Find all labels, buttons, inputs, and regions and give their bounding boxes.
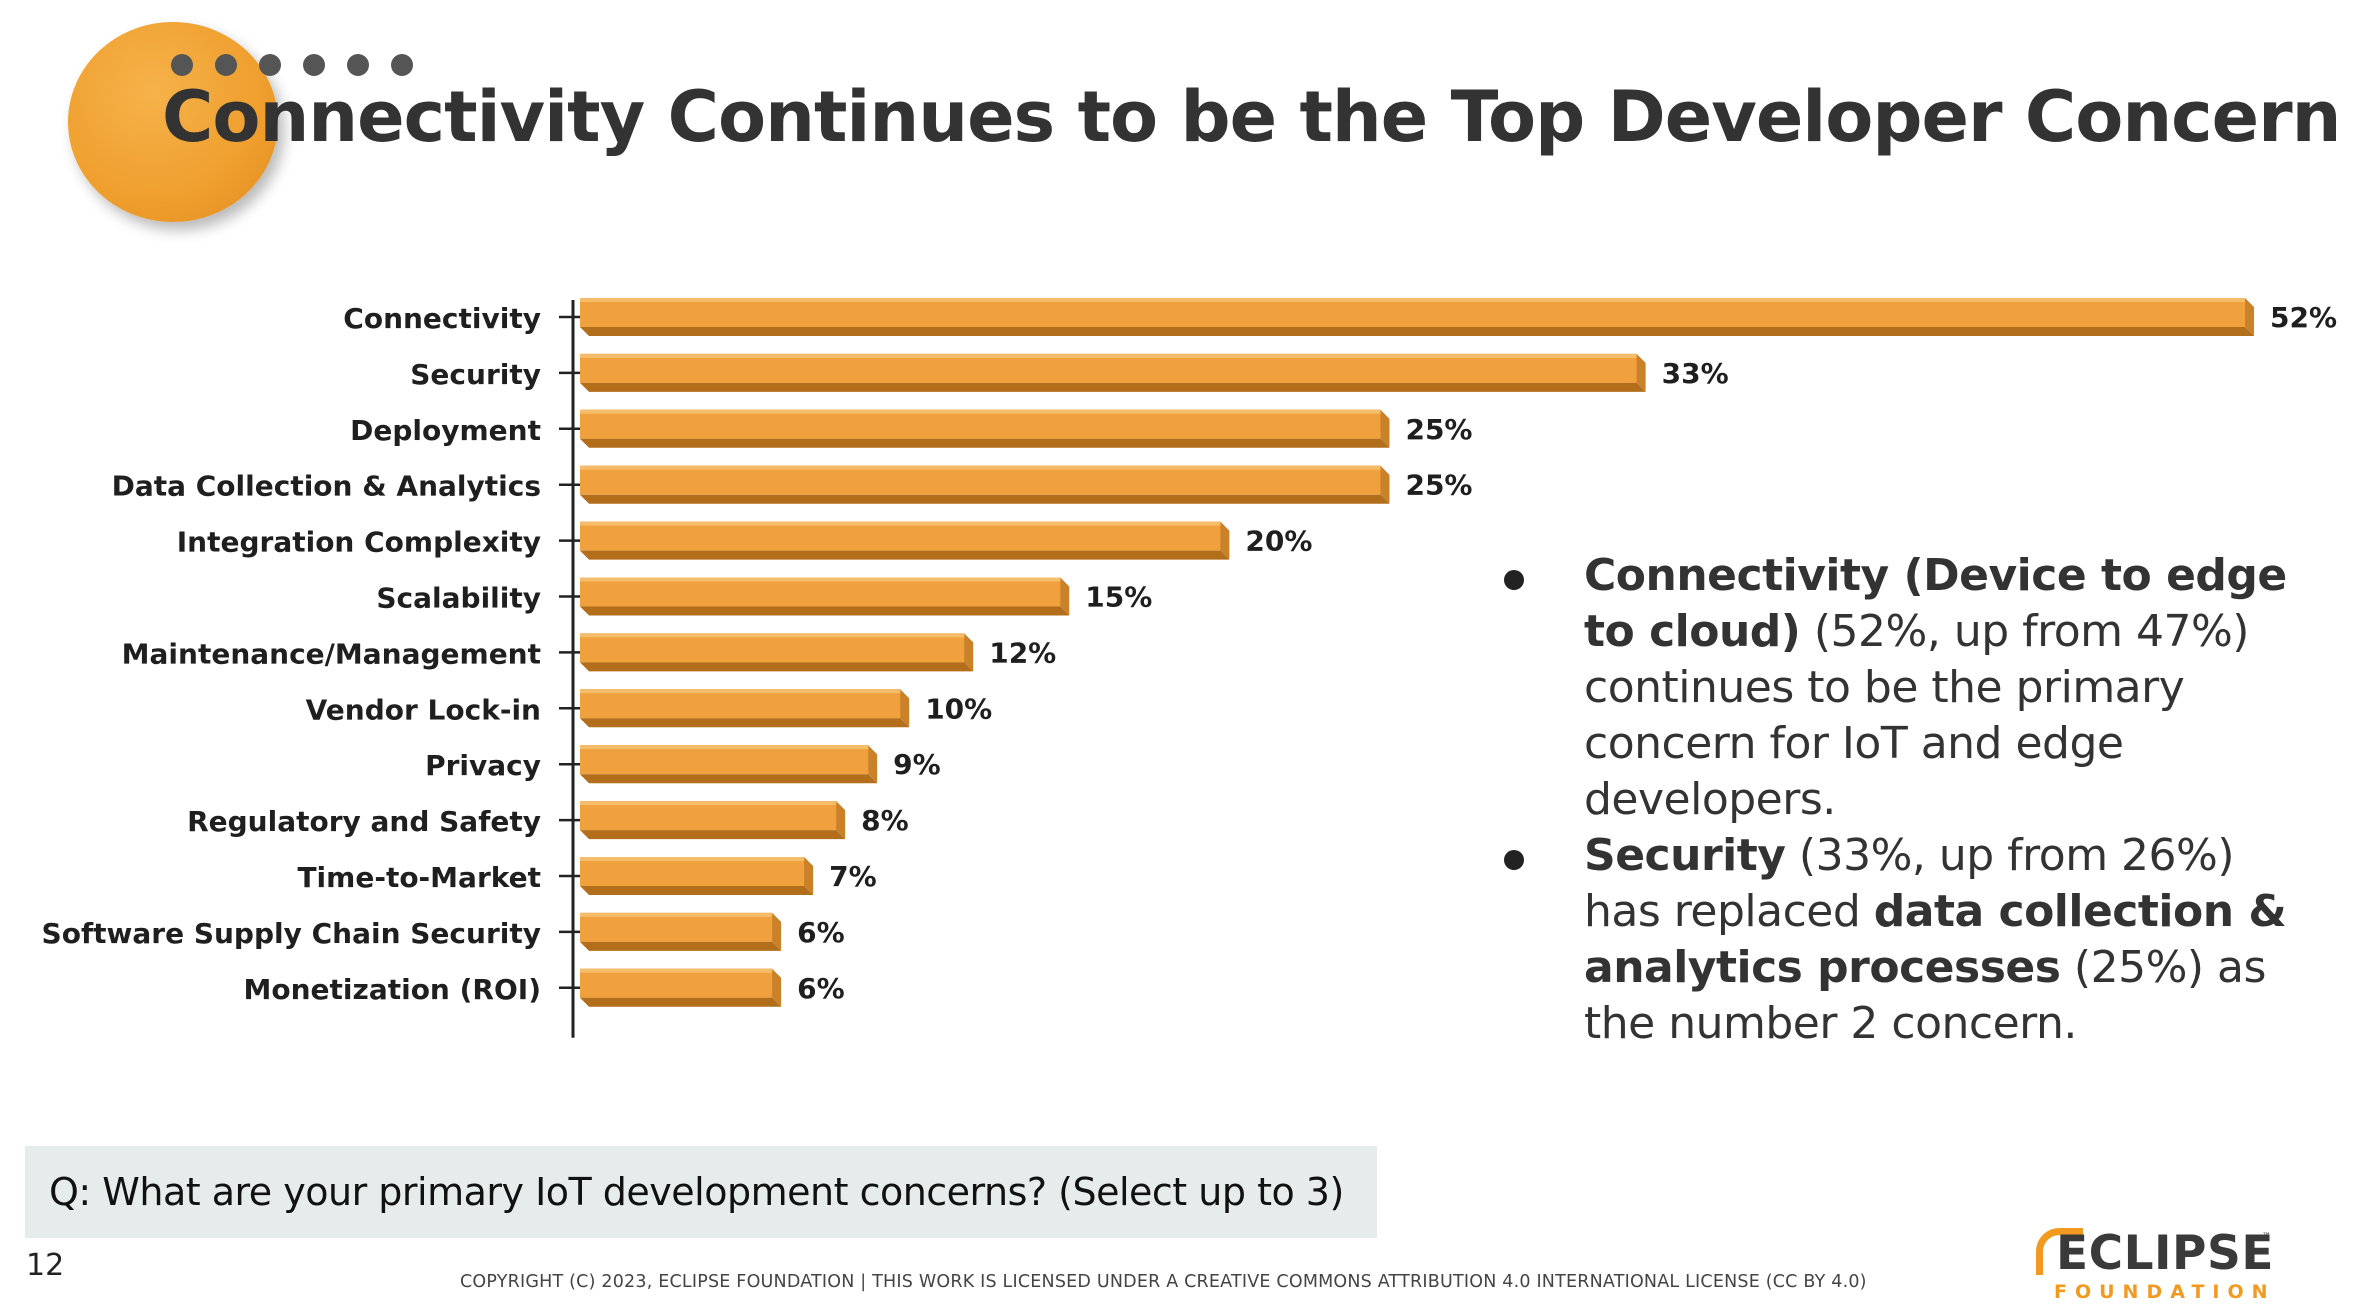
- category-label: Data Collection & Analytics: [112, 470, 541, 503]
- dot: [171, 54, 193, 76]
- category-label: Scalability: [376, 582, 541, 615]
- dot: [347, 54, 369, 76]
- bar-bottom-edge: [580, 830, 846, 840]
- value-label: 6%: [797, 916, 845, 949]
- bar: [580, 633, 965, 663]
- finding-security-bold-2: data collection & analytics processes: [1584, 886, 2287, 993]
- value-label: 33%: [1662, 357, 1729, 390]
- dot: [215, 54, 237, 76]
- dot: [303, 54, 325, 76]
- survey-question: Q: What are your primary IoT development…: [25, 1146, 1377, 1238]
- bar: [580, 577, 1061, 607]
- bar: [580, 465, 1381, 495]
- value-label: 9%: [893, 748, 941, 781]
- bar-bottom-edge: [580, 997, 782, 1007]
- bar-bottom-edge: [580, 327, 2254, 336]
- category-label: Monetization (ROI): [244, 973, 541, 1006]
- finding-security-text: (33%, up from 26%) has replaced: [1584, 830, 2235, 937]
- value-label: 8%: [861, 804, 909, 837]
- bar: [580, 912, 773, 942]
- category-label: Deployment: [350, 414, 541, 447]
- bar-bottom-edge: [580, 494, 1390, 504]
- bar: [580, 521, 1221, 551]
- bar-top-highlight: [580, 298, 2245, 302]
- finding-security-text-2: (25%) as the number 2 concern.: [1584, 942, 2266, 1049]
- slide-title: Connectivity Continues to be the Top Dev…: [162, 76, 2341, 158]
- value-label: 25%: [1405, 413, 1472, 446]
- bar-bottom-edge: [580, 550, 1230, 560]
- bar-top-highlight: [580, 577, 1061, 582]
- bar: [580, 745, 869, 775]
- key-findings-list: Connectivity (Device to edge to cloud) (…: [1496, 548, 2296, 1052]
- category-label: Security: [410, 358, 541, 391]
- bar: [580, 689, 901, 719]
- bar: [580, 968, 773, 998]
- bar-bottom-edge: [580, 774, 878, 784]
- bar: [580, 409, 1381, 439]
- bar: [580, 857, 805, 886]
- bar-top-highlight: [580, 689, 901, 694]
- category-label: Vendor Lock-in: [306, 693, 541, 726]
- category-label: Maintenance/Management: [122, 637, 541, 670]
- bar-bottom-edge: [580, 662, 974, 672]
- bar-top-highlight: [580, 857, 805, 861]
- value-label: 7%: [829, 860, 877, 893]
- category-label: Regulatory and Safety: [187, 805, 541, 838]
- logo-trademark: ™: [2262, 1232, 2271, 1242]
- value-label: 10%: [925, 692, 992, 725]
- value-label: 6%: [797, 972, 845, 1005]
- logo-subtitle: FOUNDATION: [2054, 1281, 2276, 1303]
- bar-top-highlight: [580, 745, 869, 750]
- bar-top-highlight: [580, 912, 773, 917]
- bar-bottom-edge: [580, 606, 1070, 616]
- bar-chart: Connectivity 52% Security 33% Deployment 25% D…: [42, 298, 2337, 1038]
- finding-connectivity: Connectivity (Device to edge to cloud) (…: [1496, 548, 2296, 828]
- bar-bottom-edge: [580, 382, 1646, 392]
- value-label: 12%: [989, 636, 1056, 669]
- finding-security: Security (33%, up from 26%) has replaced…: [1496, 828, 2296, 1052]
- bar-bottom-edge: [580, 718, 910, 728]
- category-label: Privacy: [425, 749, 541, 782]
- bar-top-highlight: [580, 353, 1637, 358]
- copyright-notice: COPYRIGHT (C) 2023, ECLIPSE FOUNDATION |…: [460, 1272, 1867, 1292]
- bar: [580, 298, 2245, 327]
- category-label: Integration Complexity: [177, 526, 541, 559]
- decorative-orange-circle: [68, 22, 278, 222]
- value-label: 20%: [1245, 525, 1312, 558]
- finding-connectivity-bold: Connectivity (Device to edge to cloud): [1584, 550, 2287, 657]
- dot: [259, 54, 281, 76]
- bar-top-highlight: [580, 521, 1221, 526]
- bar: [580, 353, 1637, 383]
- bar-top-highlight: [580, 465, 1381, 470]
- bar-bottom-edge: [580, 941, 782, 951]
- category-label: Software Supply Chain Security: [42, 917, 541, 950]
- category-label: Connectivity: [343, 302, 541, 335]
- value-label: 15%: [1085, 581, 1152, 614]
- dot: [391, 54, 413, 76]
- eclipse-foundation-logo: ECLIPSE ™ FOUNDATION: [2036, 1226, 2276, 1303]
- finding-security-bold: Security: [1584, 830, 1786, 881]
- bar-top-highlight: [580, 409, 1381, 414]
- bar: [580, 801, 837, 831]
- bar-bottom-edge: [580, 438, 1390, 448]
- value-label: 25%: [1405, 469, 1472, 502]
- decorative-dots: [171, 54, 413, 76]
- value-label: 52%: [2270, 301, 2337, 334]
- page-number: 12: [26, 1248, 65, 1283]
- bar-top-highlight: [580, 633, 965, 638]
- category-label: Time-to-Market: [297, 861, 541, 894]
- bar-top-highlight: [580, 801, 837, 806]
- bar-bottom-edge: [580, 886, 814, 895]
- finding-connectivity-text: (52%, up from 47%) continues to be the p…: [1584, 606, 2249, 825]
- bar-top-highlight: [580, 968, 773, 973]
- logo-wordmark: ECLIPSE: [2056, 1226, 2274, 1281]
- eclipse-arc-icon: [2036, 1228, 2083, 1275]
